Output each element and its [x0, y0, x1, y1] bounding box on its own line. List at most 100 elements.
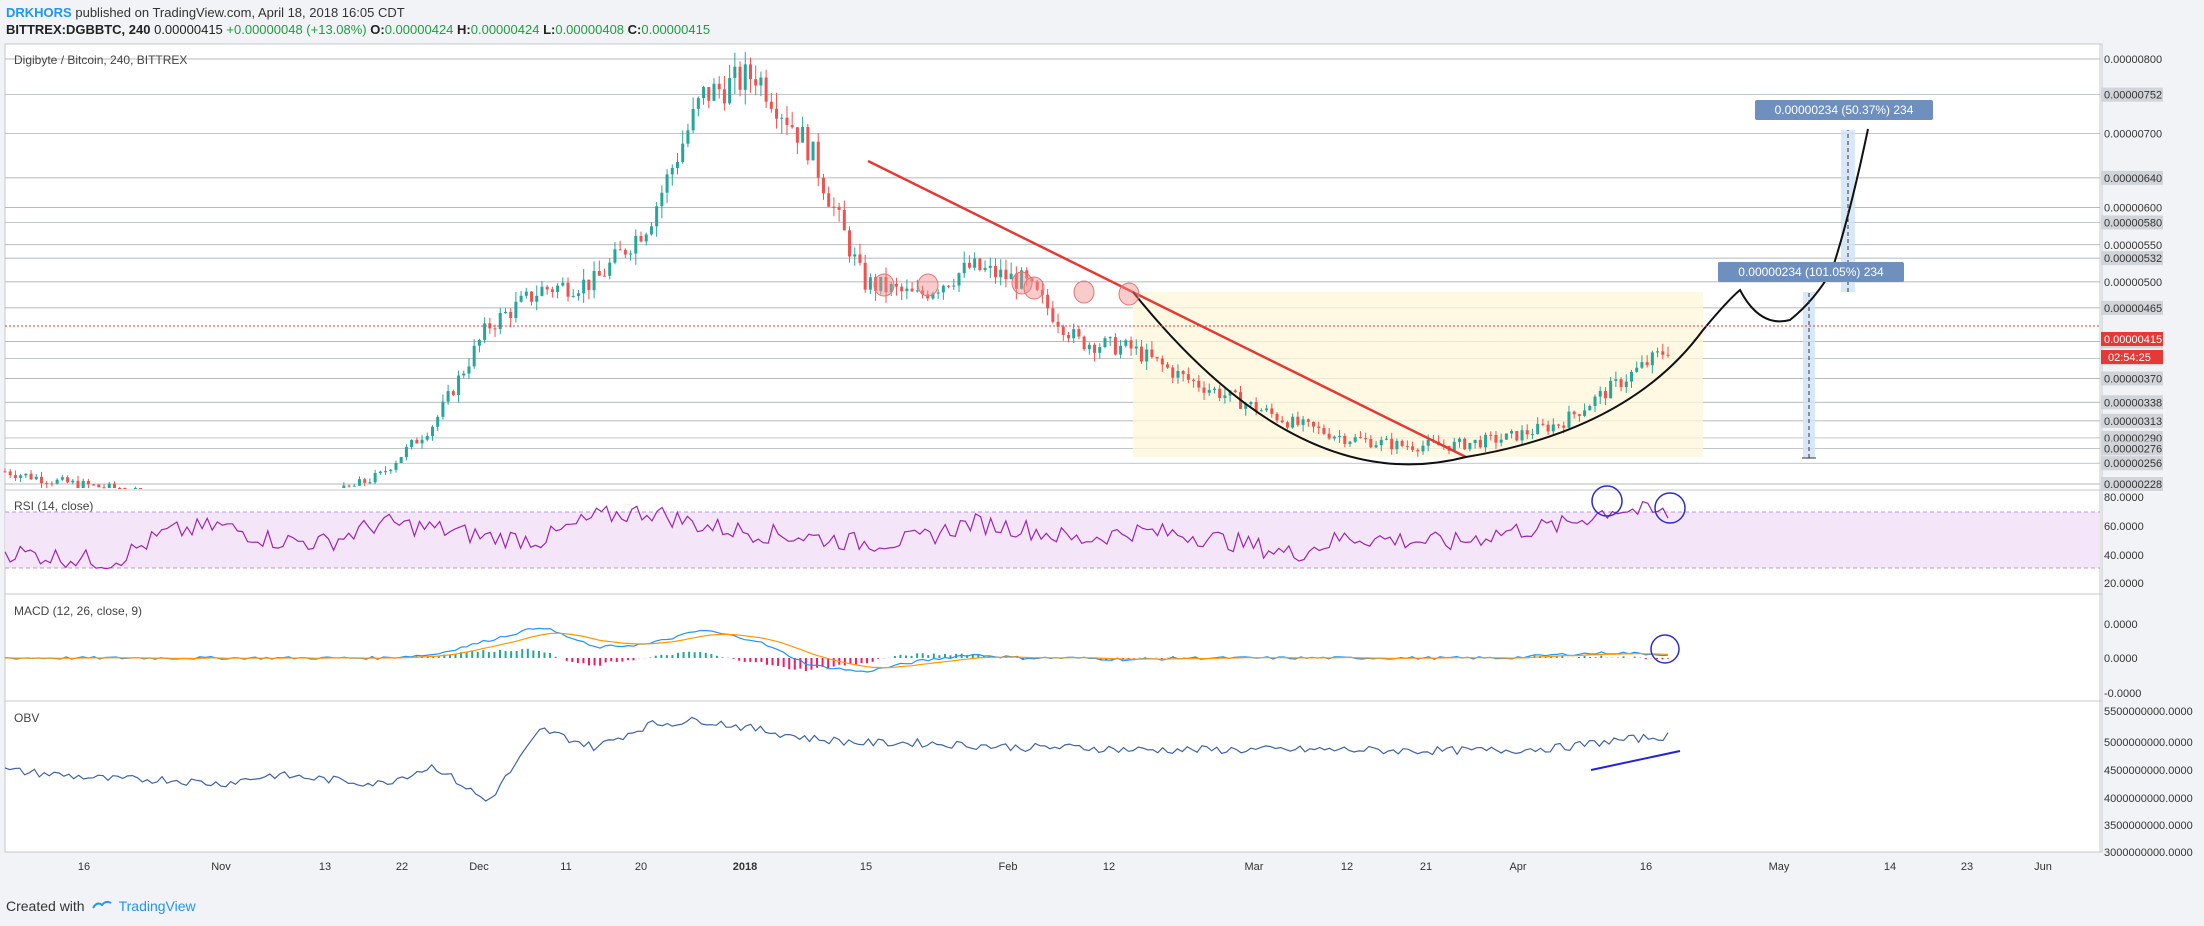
candle-body	[576, 293, 580, 296]
candle-body	[467, 366, 471, 374]
high-label: H:	[457, 22, 471, 37]
candle-body	[1124, 340, 1128, 346]
price-tick-label: 0.00000752	[2104, 90, 2162, 102]
trendline[interactable]	[867, 159, 1467, 459]
author-link[interactable]: DRKHORS	[6, 5, 72, 20]
candle-body	[19, 475, 23, 478]
candle-body	[712, 83, 716, 101]
candle-body	[1473, 439, 1477, 443]
time-tick-label: Nov	[211, 861, 231, 873]
candle-body	[1562, 425, 1566, 428]
obv-tick-label: 3000000000.0000	[2104, 847, 2193, 859]
candle-body	[795, 127, 799, 143]
candle-body	[1291, 416, 1295, 428]
candle-body	[1525, 430, 1529, 435]
candle-body	[952, 285, 956, 287]
open-value: 0.00000424	[384, 22, 454, 37]
candle-body	[394, 462, 398, 470]
candle-body	[1171, 367, 1175, 378]
candle-body	[1353, 437, 1357, 442]
candle-body	[681, 143, 685, 163]
close-label: C:	[627, 22, 642, 37]
candle-body	[832, 206, 836, 208]
candle-body	[1192, 379, 1196, 381]
candle-body	[1051, 308, 1055, 322]
candle-body	[1624, 381, 1628, 388]
candle-body	[618, 249, 622, 251]
candle-body	[858, 254, 862, 263]
candle-body	[436, 416, 440, 427]
time-tick-label: 14	[1884, 861, 1896, 873]
candle-body	[806, 126, 810, 161]
price-tick-box	[2101, 456, 2163, 471]
candle-body	[644, 234, 648, 242]
measure-label-bottom: 0.00000234 (101.05%) 234	[1738, 265, 1884, 279]
candle-body	[446, 391, 450, 402]
candle-body	[1416, 449, 1420, 452]
candle-body	[66, 477, 70, 483]
price-tick-box	[2101, 215, 2163, 230]
candle-body	[1630, 371, 1634, 382]
price-tick-box	[2101, 441, 2163, 456]
candle-body	[399, 457, 403, 463]
candle-body	[60, 477, 64, 480]
change-value: +0.00000048 (+13.08%)	[226, 22, 367, 37]
candle-body	[1233, 390, 1237, 393]
candle-body	[702, 87, 706, 99]
price-tick-box	[2101, 170, 2163, 185]
touch-marker	[1073, 280, 1095, 304]
candle-body	[848, 230, 852, 257]
candle-body	[1265, 408, 1269, 411]
obv-line	[4, 716, 1669, 802]
candle-body	[686, 130, 690, 144]
price-tick-box	[2101, 300, 2163, 315]
price-tick-label: 0.00000550	[2104, 240, 2162, 252]
candle-body	[785, 117, 789, 126]
candle-body	[1536, 423, 1540, 435]
candle-body	[1400, 440, 1404, 446]
candle-body	[587, 279, 591, 291]
resistance-markers	[873, 271, 1140, 306]
candle-body	[868, 277, 872, 290]
high-value: 0.00000424	[470, 22, 540, 37]
candle-body	[514, 301, 518, 319]
candle-body	[1327, 433, 1331, 439]
candle-body	[92, 484, 96, 486]
candle-body	[1181, 370, 1185, 375]
candle-body	[889, 283, 893, 293]
touch-marker	[1023, 276, 1045, 300]
candle-body	[675, 162, 679, 169]
candle-body	[634, 235, 638, 254]
candle-body	[1046, 294, 1050, 309]
price-tick-label: 0.00000700	[2104, 128, 2162, 140]
candle-body	[910, 288, 914, 292]
candle-body	[420, 439, 424, 444]
candle-body	[39, 476, 43, 484]
candle-body	[743, 64, 747, 90]
price-tick-label: 0.00000800	[2104, 54, 2162, 66]
candle-body	[1348, 441, 1352, 444]
candle-body	[1009, 273, 1013, 280]
candle-body	[1280, 420, 1284, 423]
candle-body	[915, 290, 919, 292]
candle-body	[582, 279, 586, 294]
candle-body	[410, 439, 414, 448]
candle-body	[1119, 345, 1123, 355]
candle-body	[1212, 388, 1216, 391]
candle-body	[347, 485, 351, 487]
candle-body	[603, 275, 607, 277]
candle-body	[3, 471, 7, 473]
candle-body	[936, 292, 940, 294]
candle-body	[1603, 390, 1607, 399]
tradingview-link[interactable]: TradingView	[118, 898, 196, 914]
rsi-highlight	[1654, 492, 1686, 524]
candle-body	[967, 262, 971, 268]
time-tick-label: 20	[635, 861, 647, 873]
candle-body	[519, 295, 523, 302]
candle-body	[1004, 269, 1008, 280]
candle-body	[498, 312, 502, 329]
candle-body	[748, 64, 752, 80]
created-with-label: Created with	[6, 898, 85, 914]
obv-trendline[interactable]	[1590, 750, 1681, 771]
